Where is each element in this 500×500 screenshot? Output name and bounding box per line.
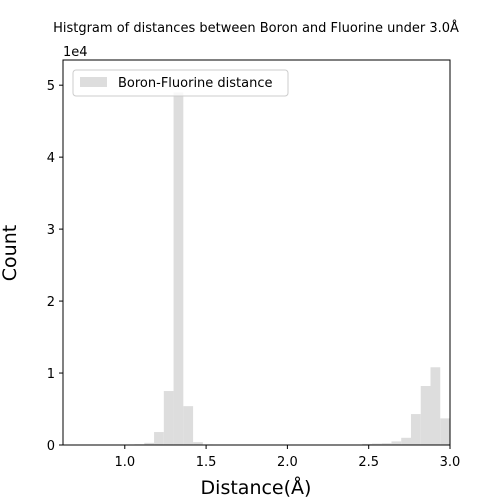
y-tick-label: 1 bbox=[47, 367, 55, 382]
legend-swatch bbox=[80, 77, 107, 87]
histogram-bar bbox=[440, 418, 450, 445]
histogram-bar bbox=[391, 441, 402, 445]
x-tick-label: 1.5 bbox=[196, 455, 217, 470]
histogram-bar bbox=[381, 443, 392, 445]
x-tick-label: 2.5 bbox=[358, 455, 379, 470]
y-tick-label: 5 bbox=[47, 79, 55, 94]
legend-box bbox=[72, 69, 289, 97]
histogram-bar bbox=[144, 442, 155, 445]
histogram-bar bbox=[163, 391, 174, 445]
y-tick-label: 3 bbox=[47, 223, 55, 238]
y-axis-scale-label: 1e4 bbox=[63, 45, 88, 60]
y-axis-label: Count bbox=[0, 225, 21, 281]
histogram-bar bbox=[410, 414, 421, 445]
histogram-bar bbox=[371, 443, 382, 445]
legend-label: Boron-Fluorine distance bbox=[118, 76, 273, 91]
histogram-bar bbox=[420, 385, 431, 445]
plot-area-frame bbox=[62, 59, 451, 446]
y-tick-label: 2 bbox=[47, 295, 55, 310]
y-tick-label: 0 bbox=[47, 439, 55, 454]
histogram-bar bbox=[401, 437, 411, 445]
chart-title: Histgram of distances between Boron and … bbox=[53, 20, 459, 36]
y-tick-label: 4 bbox=[47, 151, 55, 166]
histogram-bar bbox=[362, 443, 372, 445]
legend: Boron-Fluorine distance bbox=[72, 69, 289, 97]
y-axis-ticks: 0 1 2 3 4 5 bbox=[47, 79, 63, 454]
histogram-bar bbox=[430, 367, 441, 445]
histogram-bars bbox=[115, 92, 450, 445]
x-axis-label: Distance(Å) bbox=[201, 476, 312, 499]
histogram-bar bbox=[173, 92, 184, 445]
x-tick-label: 1.0 bbox=[114, 455, 135, 470]
x-axis-ticks: 1.0 1.5 2.0 2.5 3.0 bbox=[114, 445, 460, 470]
x-tick-label: 3.0 bbox=[440, 455, 461, 470]
histogram-bar bbox=[193, 442, 203, 445]
histogram-bar bbox=[154, 432, 164, 445]
histogram-bar bbox=[183, 406, 194, 445]
x-tick-label: 2.0 bbox=[277, 455, 298, 470]
